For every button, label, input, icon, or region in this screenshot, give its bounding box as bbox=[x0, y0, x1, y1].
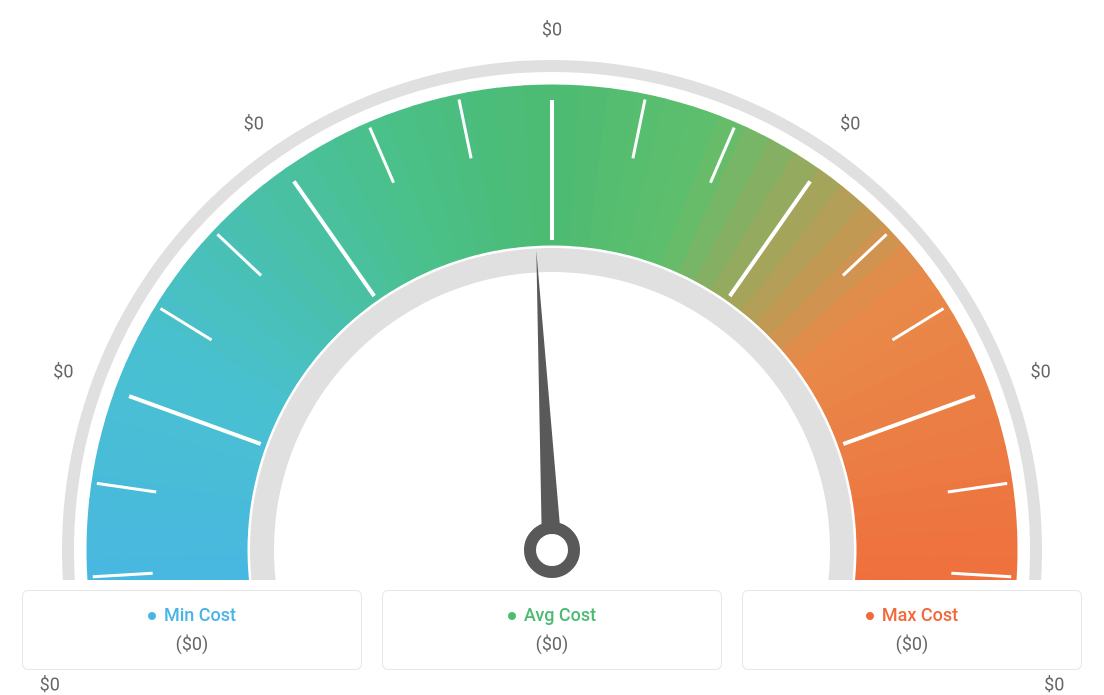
legend-value-min: ($0) bbox=[23, 634, 361, 655]
legend-value-max: ($0) bbox=[743, 634, 1081, 655]
legend-card-avg: Avg Cost ($0) bbox=[382, 590, 722, 671]
legend-title-avg: Avg Cost bbox=[508, 605, 596, 626]
legend-value-avg: ($0) bbox=[383, 634, 721, 655]
legend-title-min: Min Cost bbox=[148, 605, 236, 626]
legend-title-max: Max Cost bbox=[866, 605, 958, 626]
legend-dot-min bbox=[148, 612, 156, 620]
gauge-scale-label: $0 bbox=[53, 362, 73, 383]
legend-row: Min Cost ($0) Avg Cost ($0) Max Cost ($0… bbox=[22, 590, 1082, 671]
legend-dot-avg bbox=[508, 612, 516, 620]
gauge-scale-label: $0 bbox=[542, 20, 562, 41]
gauge-chart: $0$0$0$0$0$0$0 bbox=[22, 20, 1082, 580]
gauge-scale-label: $0 bbox=[40, 674, 60, 695]
gauge-scale-label: $0 bbox=[1031, 362, 1051, 383]
legend-label-avg: Avg Cost bbox=[524, 605, 596, 626]
gauge-scale-label: $0 bbox=[840, 114, 860, 135]
legend-label-max: Max Cost bbox=[882, 605, 958, 626]
gauge-scale-label: $0 bbox=[244, 114, 264, 135]
legend-card-min: Min Cost ($0) bbox=[22, 590, 362, 671]
legend-label-min: Min Cost bbox=[164, 605, 236, 626]
legend-dot-max bbox=[866, 612, 874, 620]
gauge-scale-label: $0 bbox=[1044, 674, 1064, 695]
gauge-svg bbox=[22, 20, 1082, 580]
legend-card-max: Max Cost ($0) bbox=[742, 590, 1082, 671]
